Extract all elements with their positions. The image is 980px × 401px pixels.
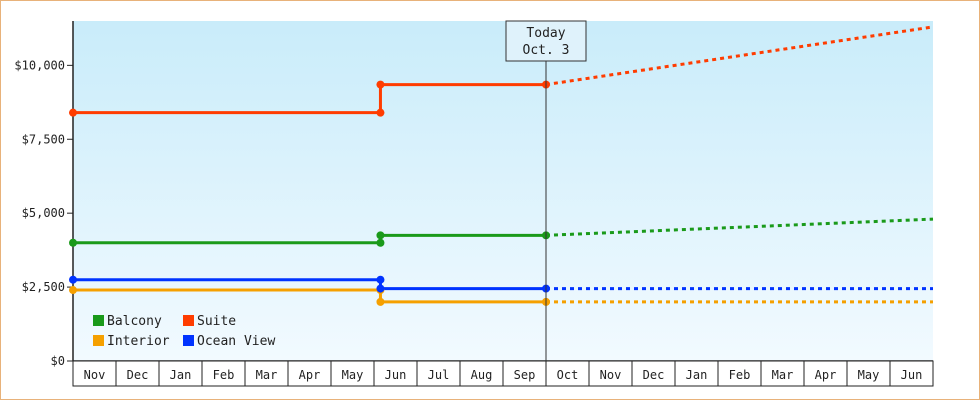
x-category-cell <box>760 360 805 387</box>
today-marker-box <box>505 20 587 62</box>
series-forecast-balcony <box>545 217 934 237</box>
x-category-cell <box>416 360 461 387</box>
data-point-interior <box>69 286 77 295</box>
x-tick-label: Jun <box>901 368 923 382</box>
x-tick-label: Jan <box>170 368 192 382</box>
data-point-balcony <box>376 231 385 240</box>
legend-label-balcony: Balcony <box>107 314 162 329</box>
x-category-cell <box>72 360 117 387</box>
x-category-cell <box>115 360 160 387</box>
x-category-cell <box>244 360 289 387</box>
x-category-cell <box>889 360 934 387</box>
legend-swatch-ocean-view <box>183 335 194 346</box>
x-tick-label: Aug <box>471 368 493 382</box>
x-tick-label: Mar <box>772 368 794 382</box>
y-tick-label: $7,500 <box>22 132 65 146</box>
legend-swatch-balcony <box>93 315 104 326</box>
y-tick-label: $5,000 <box>22 206 65 220</box>
x-tick-label: Dec <box>127 368 149 382</box>
x-tick-label: May <box>858 368 880 382</box>
x-category-cell <box>588 360 633 387</box>
x-category-cell <box>717 360 762 387</box>
x-category-cell <box>158 360 203 387</box>
x-category-cell <box>287 360 332 387</box>
x-tick-label: Oct <box>557 368 579 382</box>
x-tick-label: Jan <box>686 368 708 382</box>
series-line-ocean-view <box>73 278 546 291</box>
x-tick-label: May <box>342 368 364 382</box>
x-tick-label: Feb <box>729 368 751 382</box>
data-point-ocean-view <box>376 275 385 284</box>
x-tick-label: Dec <box>643 368 665 382</box>
x-tick-label: Feb <box>213 368 235 382</box>
x-tick-label: Jul <box>428 368 450 382</box>
x-tick-label: Nov <box>600 368 622 382</box>
x-category-cell <box>846 360 891 387</box>
data-point-suite <box>376 80 385 89</box>
x-tick-label: Apr <box>299 368 321 382</box>
x-tick-label: Mar <box>256 368 278 382</box>
x-category-cell <box>631 360 676 387</box>
data-point-interior <box>376 297 385 306</box>
series-forecast-suite <box>545 25 934 87</box>
data-point-balcony <box>69 238 77 247</box>
data-point-ocean-view <box>69 275 77 284</box>
x-tick-label: Nov <box>84 368 106 382</box>
y-tick-label: $10,000 <box>14 58 65 72</box>
data-point-balcony <box>376 238 385 247</box>
x-tick-label: Sep <box>514 368 536 382</box>
x-category-cell <box>201 360 246 387</box>
legend-swatch-interior <box>93 335 104 346</box>
today-date-label: Oct. 3 <box>523 43 570 58</box>
data-point-suite <box>69 108 77 117</box>
legend-label-suite: Suite <box>197 314 236 329</box>
legend-label-interior: Interior <box>107 334 170 349</box>
series-line-interior <box>73 288 546 304</box>
x-category-cell <box>502 360 547 387</box>
plot-area <box>73 21 933 361</box>
y-tick-label: $2,500 <box>22 280 65 294</box>
series-line-suite <box>73 83 546 115</box>
x-tick-label: Apr <box>815 368 837 382</box>
data-point-suite <box>376 108 385 117</box>
x-tick-label: Jun <box>385 368 407 382</box>
data-point-ocean-view <box>376 284 385 293</box>
y-tick-label: $0 <box>51 354 65 368</box>
legend-label-ocean-view: Ocean View <box>197 334 275 349</box>
today-label: Today <box>526 26 565 41</box>
legend-swatch-suite <box>183 315 194 326</box>
